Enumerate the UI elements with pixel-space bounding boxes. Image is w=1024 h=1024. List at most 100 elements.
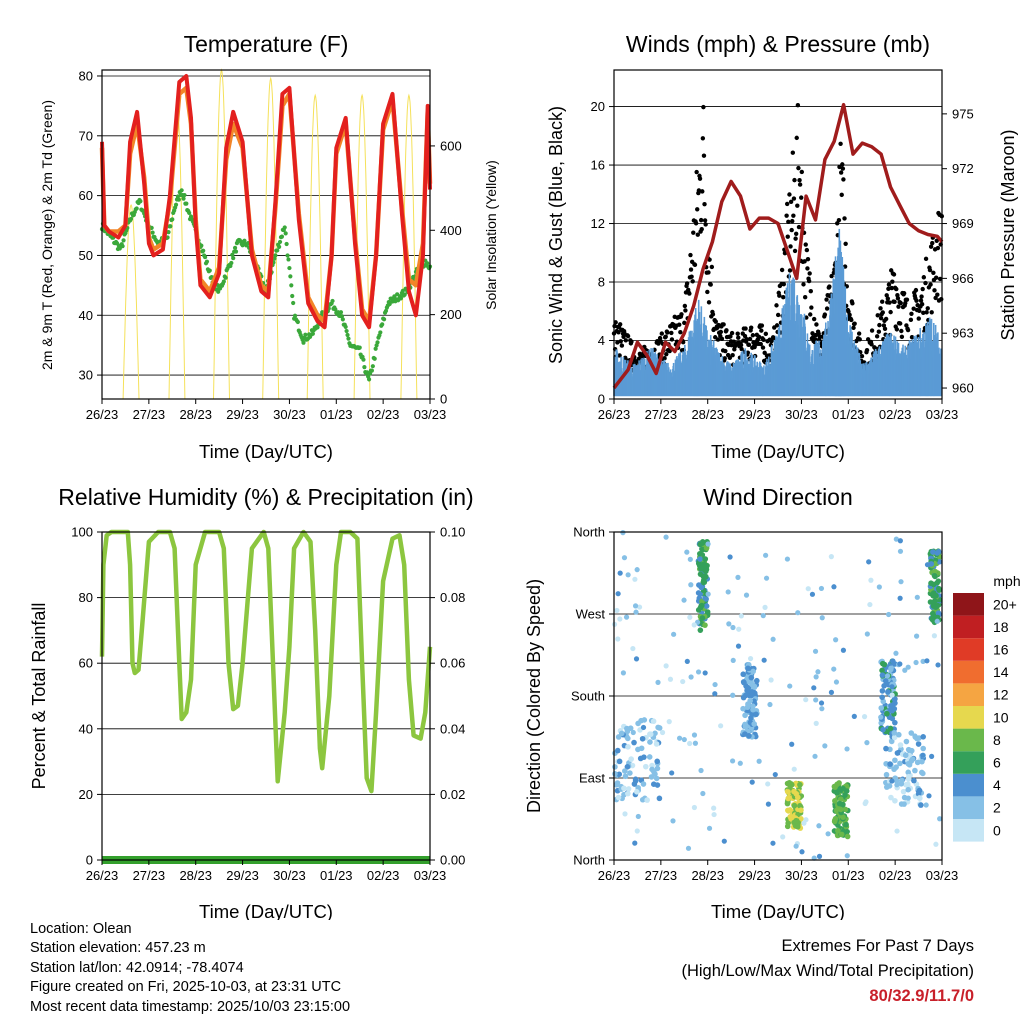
- direction-point: [763, 575, 770, 581]
- dewpoint-point: [291, 300, 296, 306]
- dewpoint-point: [282, 225, 287, 230]
- legend-label: 2: [993, 800, 1001, 816]
- direction-point: [897, 760, 903, 767]
- gust-point: [791, 196, 797, 201]
- gust-point: [841, 177, 846, 182]
- dewpoint-point: [201, 248, 206, 253]
- legend-label: 4: [993, 777, 1001, 793]
- dewpoint-point: [277, 244, 282, 249]
- direction-point: [819, 706, 825, 712]
- direction-point: [647, 739, 653, 745]
- gust-point: [864, 347, 870, 353]
- direction-point: [892, 797, 898, 804]
- direction-point: [888, 667, 894, 673]
- direction-point: [933, 604, 939, 610]
- gust-point: [719, 336, 725, 341]
- direction-point: [726, 621, 732, 627]
- direction-point: [885, 689, 891, 695]
- direction-point: [670, 818, 676, 824]
- x-tick-label: 02/23: [367, 407, 400, 422]
- gust-point: [904, 323, 909, 328]
- direction-point: [671, 631, 677, 637]
- dewpoint-point: [402, 292, 407, 297]
- direction-point: [822, 743, 828, 749]
- direction-point: [652, 730, 658, 737]
- solar-insolation-curve: [168, 102, 186, 400]
- direction-point: [887, 707, 894, 713]
- direction-point: [667, 676, 674, 682]
- solar-insolation-curve: [262, 76, 280, 400]
- gust-point: [679, 312, 684, 317]
- direction-point: [770, 636, 776, 642]
- direction-point: [612, 764, 618, 770]
- direction-point: [913, 659, 919, 666]
- gust-point: [701, 153, 707, 158]
- gust-point: [781, 281, 787, 287]
- direction-point: [842, 792, 848, 798]
- legend-label: 6: [993, 755, 1001, 771]
- direction-point: [914, 594, 920, 600]
- direction-point: [838, 786, 844, 793]
- gust-point: [856, 331, 862, 336]
- dewpoint-point: [230, 252, 235, 257]
- direction-point: [927, 599, 934, 605]
- direction-point: [893, 764, 899, 770]
- x-tick-label: 30/23: [785, 868, 818, 883]
- direction-point: [836, 800, 843, 807]
- gust-point: [799, 169, 805, 175]
- direction-point: [883, 771, 890, 778]
- direction-point: [697, 565, 704, 572]
- station-location: Location: Olean: [30, 921, 132, 937]
- dewpoint-point: [181, 196, 186, 201]
- direction-point: [929, 753, 935, 759]
- legend-swatch: [953, 638, 984, 661]
- direction-point: [697, 550, 703, 557]
- direction-point: [914, 633, 920, 639]
- gust-point: [779, 267, 785, 273]
- direction-point: [923, 802, 929, 808]
- y-tick-label: North: [573, 853, 605, 868]
- direction-ylabel: Direction (Colored By Speed): [524, 579, 544, 813]
- direction-point: [623, 614, 630, 620]
- gust-point: [889, 285, 894, 291]
- y-tick-label: 100: [71, 525, 93, 540]
- direction-point: [736, 626, 742, 632]
- direction-point: [935, 662, 941, 668]
- direction-point: [628, 756, 634, 762]
- direction-point: [634, 567, 640, 573]
- gust-point: [729, 342, 734, 348]
- y-tick-label: 60: [79, 656, 93, 671]
- dewpoint-point: [120, 244, 125, 249]
- direction-point: [632, 576, 638, 582]
- direction-point: [750, 668, 756, 675]
- dewpoint-point: [369, 368, 374, 373]
- direction-point: [888, 794, 894, 801]
- direction-point: [621, 555, 628, 561]
- gust-point: [759, 328, 764, 333]
- gust-point: [777, 293, 782, 298]
- humidity-title: Relative Humidity (%) & Precipitation (i…: [58, 484, 473, 510]
- gust-point: [729, 330, 735, 336]
- gust-point: [847, 312, 852, 318]
- humidity-ylabel: Percent & Total Rainfall: [29, 603, 49, 790]
- direction-point: [711, 805, 717, 811]
- direction-point: [744, 704, 751, 711]
- gust-point: [742, 333, 748, 339]
- direction-point: [887, 761, 893, 767]
- y-tick-label: South: [571, 689, 605, 704]
- gust-point: [843, 241, 848, 246]
- humidity-line: [99, 529, 433, 794]
- direction-point: [838, 831, 845, 838]
- gust-point: [811, 316, 817, 322]
- pressure-line: [612, 102, 944, 390]
- gust-point: [792, 177, 797, 183]
- y-tick-label: North: [573, 525, 605, 540]
- dewpoint-point: [166, 230, 171, 235]
- direction-point: [812, 648, 819, 654]
- direction-point: [911, 777, 917, 784]
- gust-point: [909, 311, 914, 317]
- gust-point: [894, 327, 900, 332]
- direction-point: [659, 729, 666, 736]
- gust-point: [888, 309, 893, 315]
- direction-point: [933, 841, 939, 847]
